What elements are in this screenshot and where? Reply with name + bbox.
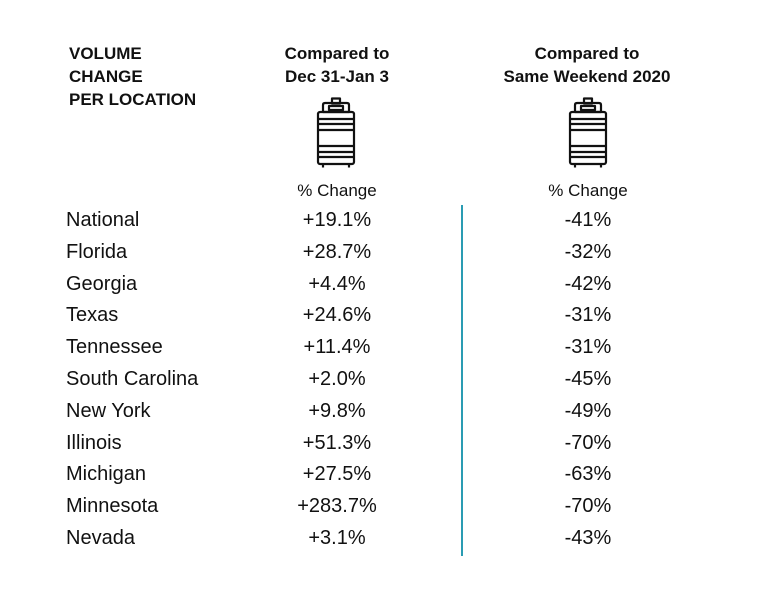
location-name: Florida xyxy=(66,240,128,263)
change-vs-2020: -32% xyxy=(564,240,612,263)
table-row: National +19.1% -41% xyxy=(0,205,766,237)
change-vs-dec31-jan3: +51.3% xyxy=(302,431,372,454)
table-row: Michigan +27.5% -63% xyxy=(0,459,766,491)
change-vs-2020: -45% xyxy=(564,367,612,390)
change-vs-2020: -70% xyxy=(564,431,612,454)
change-vs-2020: -63% xyxy=(564,463,612,486)
column-header-same-weekend-2020: Compared to Same Weekend 2020 xyxy=(503,44,671,86)
keg-icon xyxy=(316,97,356,168)
change-vs-2020: -49% xyxy=(564,399,612,422)
keg-icon xyxy=(568,97,608,168)
change-vs-dec31-jan3: +9.8% xyxy=(308,399,366,422)
change-vs-dec31-jan3: +24.6% xyxy=(302,304,372,327)
change-vs-2020: -41% xyxy=(564,209,612,231)
table-row: South Carolina +2.0% -45% xyxy=(0,364,766,396)
change-vs-dec31-jan3: +2.0% xyxy=(308,367,366,390)
table-row: Florida +28.7% -32% xyxy=(0,237,766,269)
table-row: Nevada +3.1% -43% xyxy=(0,523,766,555)
data-table: National +19.1% -41% Florida +28.7% -32% Georg… xyxy=(0,205,766,555)
column-divider xyxy=(461,205,463,556)
change-vs-dec31-jan3: +11.4% xyxy=(303,336,371,359)
change-vs-2020: -31% xyxy=(564,336,612,359)
location-name: South Carolina xyxy=(66,367,199,390)
subheader-percent-change-2: % Change xyxy=(548,181,628,200)
location-name: Nevada xyxy=(66,526,135,549)
change-vs-dec31-jan3: +3.1% xyxy=(308,526,366,549)
change-vs-dec31-jan3: +283.7% xyxy=(297,495,377,518)
change-vs-2020: -42% xyxy=(564,272,612,295)
volume-change-header: VOLUME CHANGE PER LOCATION xyxy=(69,44,197,109)
change-vs-dec31-jan3: +4.4% xyxy=(308,272,366,295)
location-name: Texas xyxy=(66,304,119,327)
table-row: Georgia +4.4% -42% xyxy=(0,269,766,301)
table-row: Illinois +51.3% -70% xyxy=(0,428,766,460)
change-vs-2020: -43% xyxy=(564,526,612,549)
table-row: Minnesota +283.7% -70% xyxy=(0,491,766,523)
change-vs-2020: -31% xyxy=(564,304,612,327)
change-vs-dec31-jan3: +28.7% xyxy=(302,240,372,263)
location-name: New York xyxy=(66,399,151,422)
location-name: Michigan xyxy=(66,463,147,486)
table-row: Tennessee +11.4% -31% xyxy=(0,332,766,364)
change-vs-2020: -70% xyxy=(564,495,612,518)
location-name: Illinois xyxy=(66,431,122,454)
change-vs-dec31-jan3: +27.5% xyxy=(302,463,372,486)
location-name: Georgia xyxy=(66,272,138,295)
location-name: Tennessee xyxy=(66,336,163,359)
subheader-percent-change-1: % Change xyxy=(297,181,377,200)
column-header-dec31-jan3: Compared to Dec 31-Jan 3 xyxy=(284,44,390,86)
change-vs-dec31-jan3: +19.1% xyxy=(302,209,372,231)
table-row: Texas +24.6% -31% xyxy=(0,300,766,332)
table-row: New York +9.8% -49% xyxy=(0,396,766,428)
location-name: Minnesota xyxy=(66,495,159,518)
location-name: National xyxy=(66,209,140,231)
